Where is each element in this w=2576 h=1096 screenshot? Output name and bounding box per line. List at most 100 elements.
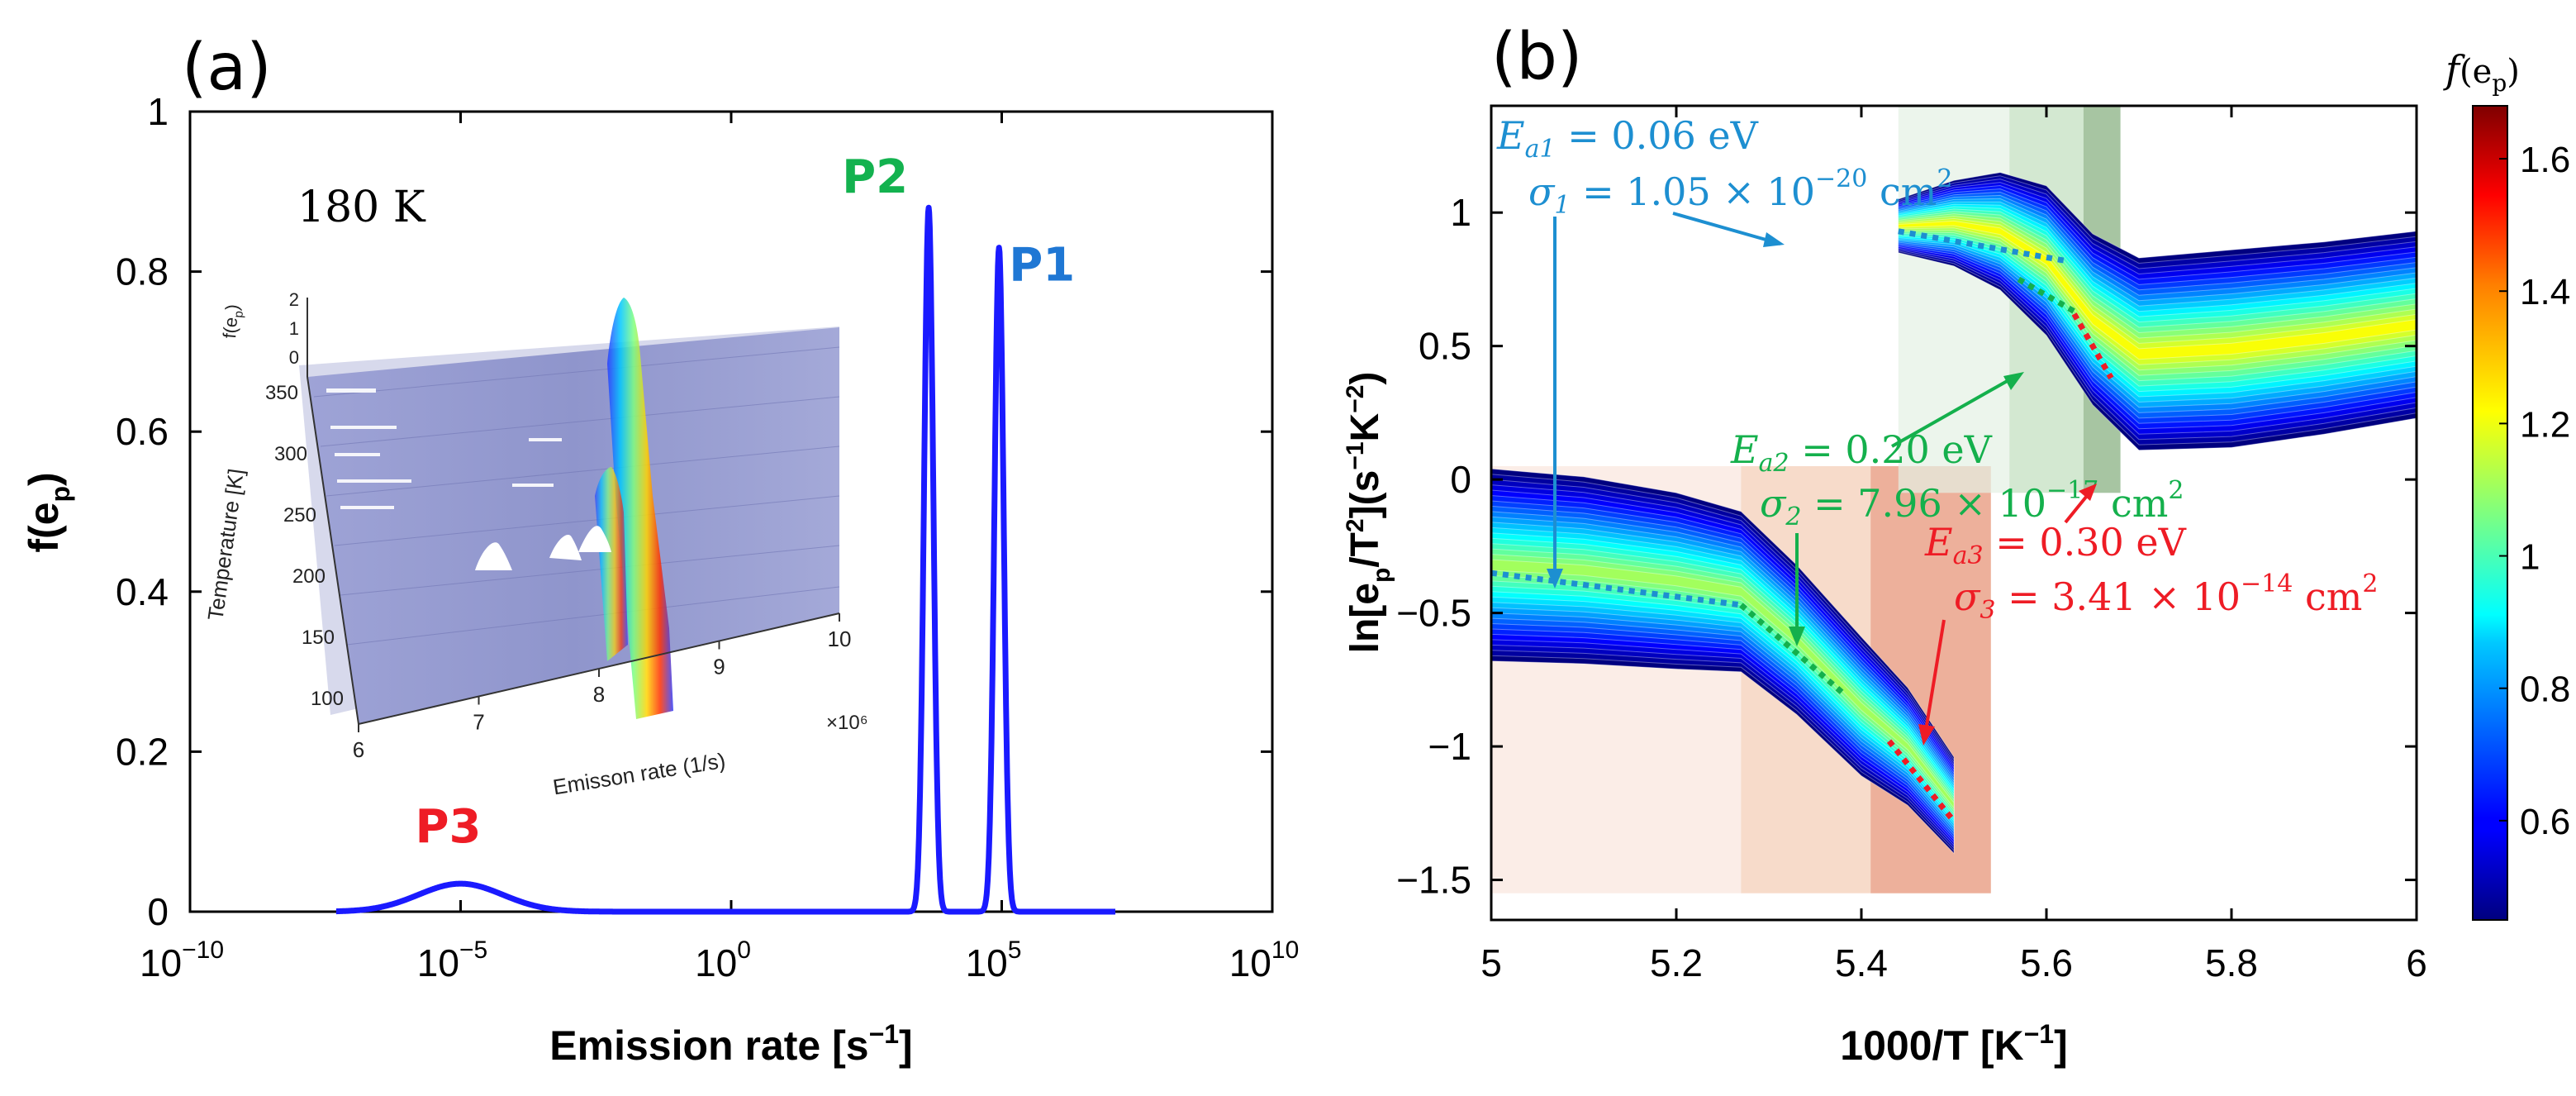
colorbar-tick-label: 0.6 xyxy=(2520,802,2570,842)
colorbar: 0.6 0.8 1 1.2 1.4 1.6 f(ep) xyxy=(2443,47,2570,921)
annotation-sigma1-symbol: σ xyxy=(1528,169,1556,214)
inset-streak xyxy=(326,388,376,393)
inset-y-ticks: 100 150 200 250 300 350 xyxy=(265,382,344,710)
panel-b-x-axis-title: 1000/T [K−1] xyxy=(1840,1019,2067,1069)
inset-y-tick-label: 250 xyxy=(283,504,316,527)
x-tick-label: 5.8 xyxy=(2205,941,2258,984)
arrow-ea1-lower-head xyxy=(1547,569,1563,589)
panel-a-y-axis-title: f(ep) xyxy=(21,472,75,552)
colorbar-ticks: 0.6 0.8 1 1.2 1.4 1.6 xyxy=(2499,140,2570,842)
inset-z-axis-title-sub: p xyxy=(231,310,246,318)
inset-mesh-line xyxy=(340,545,840,596)
panel-a-y-ticks: 0 0.2 0.4 0.6 0.8 1 xyxy=(116,90,1272,933)
inset-mesh-line xyxy=(320,396,840,447)
annotation-ea3-sub: a3 xyxy=(1953,541,1984,570)
panel-b-y-axis-title-close: ) xyxy=(1343,372,1387,385)
panel-b-y-axis-title-unit: ](s xyxy=(1343,470,1387,519)
annotation-ea3-symbol: E xyxy=(1924,520,1953,565)
annotation-arrows xyxy=(1547,212,2097,746)
contour-level xyxy=(1491,559,1955,809)
arrow-ea1-upper xyxy=(1672,212,1781,245)
annotation-ea1-line2: σ1 = 1.05 × 10−20 cm2 xyxy=(1528,164,1952,220)
inset-x-ticks: 6 7 8 9 10 xyxy=(353,613,851,762)
panel-b-y-axis-title-exp: −2 xyxy=(1342,385,1369,413)
annotation-ea1-value: = 0.06 eV xyxy=(1556,113,1759,158)
inset-x-tick-label: 9 xyxy=(713,655,725,679)
panel-a-x-axis-title-exponent: −1 xyxy=(869,1019,899,1049)
x-tick-exponent: 5 xyxy=(1008,936,1022,964)
panel-b-label: (b) xyxy=(1491,20,1582,94)
inset-mesh-line xyxy=(334,495,840,546)
inset-x-multiplier: ×10⁶ xyxy=(826,712,868,734)
annotation-sigma1-unit: cm xyxy=(1867,169,1937,214)
y-tick-label: 0.4 xyxy=(116,570,169,613)
y-tick-label: 0 xyxy=(147,890,169,933)
fit-line-ea1 xyxy=(1491,569,1742,608)
fit-line-ea3 xyxy=(2071,312,2114,380)
y-tick-label: −1 xyxy=(1428,725,1471,768)
x-tick-label: 6 xyxy=(2406,941,2427,984)
inset-ridge-secondary xyxy=(595,467,628,661)
inset-streak xyxy=(337,479,411,483)
inset-x-tick-label: 7 xyxy=(473,710,484,735)
x-tick-label: 1010 xyxy=(1229,936,1300,984)
annotation-ea1-symbol: E xyxy=(1496,113,1525,158)
y-tick-label: 1 xyxy=(147,90,169,133)
x-tick-base: 10 xyxy=(1229,941,1271,984)
inset-z-axis-title: f(ep) xyxy=(219,303,246,340)
arrow-ea2-lower-head xyxy=(1789,627,1805,646)
arrow-ea3-lower xyxy=(1923,619,1946,736)
inset-x-tick-label: 8 xyxy=(593,682,605,707)
x-tick-label: 10−10 xyxy=(140,936,224,984)
panel-b-y-ticks: 1 0.5 0 −0.5 −1 −1.5 xyxy=(1396,191,2417,902)
inset-streaks xyxy=(326,388,562,509)
annotation-ea1-sub: a1 xyxy=(1525,135,1556,164)
peak-label-p3: P3 xyxy=(416,800,482,854)
panel-b-axes-box xyxy=(1490,104,2418,922)
inset-z-tick-label: 1 xyxy=(289,318,299,339)
panel-a-y-axis-title-main: f(e xyxy=(21,503,67,553)
inset-y-tick-label: 350 xyxy=(265,382,298,404)
panel-b: (b) 5 5.2 5.4 5.6 5.8 6 1 0.5 0 −0.5 −1 −1.5 1000/… xyxy=(1342,20,2570,1069)
x-tick-base: 10 xyxy=(140,941,182,984)
annotation-sigma3-unit: cm xyxy=(2293,574,2362,619)
annotation-sigma3-exp: −14 xyxy=(2241,569,2293,598)
annotation-sigma1-unit-exp: 2 xyxy=(1937,164,1952,193)
inset-z-ticks: 0 1 2 xyxy=(289,289,299,368)
panel-b-y-axis-title-unit: K xyxy=(1343,412,1387,441)
annotation-ea2-line1: Ea2 = 0.20 eV xyxy=(1730,427,1993,478)
x-tick-label: 5 xyxy=(1480,941,1502,984)
inset-small-peak xyxy=(475,542,512,570)
panel-a-x-axis-title-main: Emission rate [s xyxy=(549,1022,868,1069)
annotation-sigma3-unit-exp: 2 xyxy=(2362,569,2378,598)
contour-level xyxy=(1898,220,2417,360)
y-tick-label: −1.5 xyxy=(1396,859,1471,902)
annotation-ea3-line2: σ3 = 3.41 × 10−14 cm2 xyxy=(1954,569,2378,625)
shaded-regions xyxy=(1491,106,2121,893)
y-tick-label: 0.6 xyxy=(116,410,169,453)
y-tick-label: 1 xyxy=(1450,191,1471,234)
annotation-sigma2-unit: cm xyxy=(2098,481,2168,526)
annotation-sigma2-unit-exp: 2 xyxy=(2168,476,2184,505)
inset-mesh-line xyxy=(313,346,840,398)
shaded-region xyxy=(1898,106,2010,493)
inset-streak xyxy=(330,426,397,429)
inset-x-tick-label: 6 xyxy=(353,737,364,762)
x-tick-label: 5.2 xyxy=(1650,941,1703,984)
x-tick-base: 10 xyxy=(966,941,1008,984)
annotation-ea1-line1: Ea1 = 0.06 eV xyxy=(1496,113,1759,164)
arrow-ea2-upper xyxy=(1891,374,2017,448)
arrow-ea2-upper-head xyxy=(2003,372,2024,390)
inset-z-tick-label: 2 xyxy=(289,289,299,310)
inset-z-axis-title-main: f(e xyxy=(219,317,241,340)
annotation-ea2-value: = 0.20 eV xyxy=(1789,427,1993,472)
arrow-ea1-upper-head xyxy=(1763,232,1785,247)
x-tick-label: 100 xyxy=(695,936,751,984)
inset-y-tick-label: 150 xyxy=(302,627,335,649)
y-tick-label: 0.2 xyxy=(116,730,169,773)
panel-a-x-ticks: 10−10 10−5 100 105 1010 xyxy=(140,112,1299,984)
inset-3d-surface: 6 7 8 9 10 100 150 200 250 300 350 0 1 2 Emisson ra… xyxy=(202,289,867,799)
annotation-sigma2-value: = 7.96 × 10 xyxy=(1802,481,2047,526)
annotation-sigma3-symbol: σ xyxy=(1954,574,1981,619)
colorbar-tick-label: 1.6 xyxy=(2520,140,2570,180)
